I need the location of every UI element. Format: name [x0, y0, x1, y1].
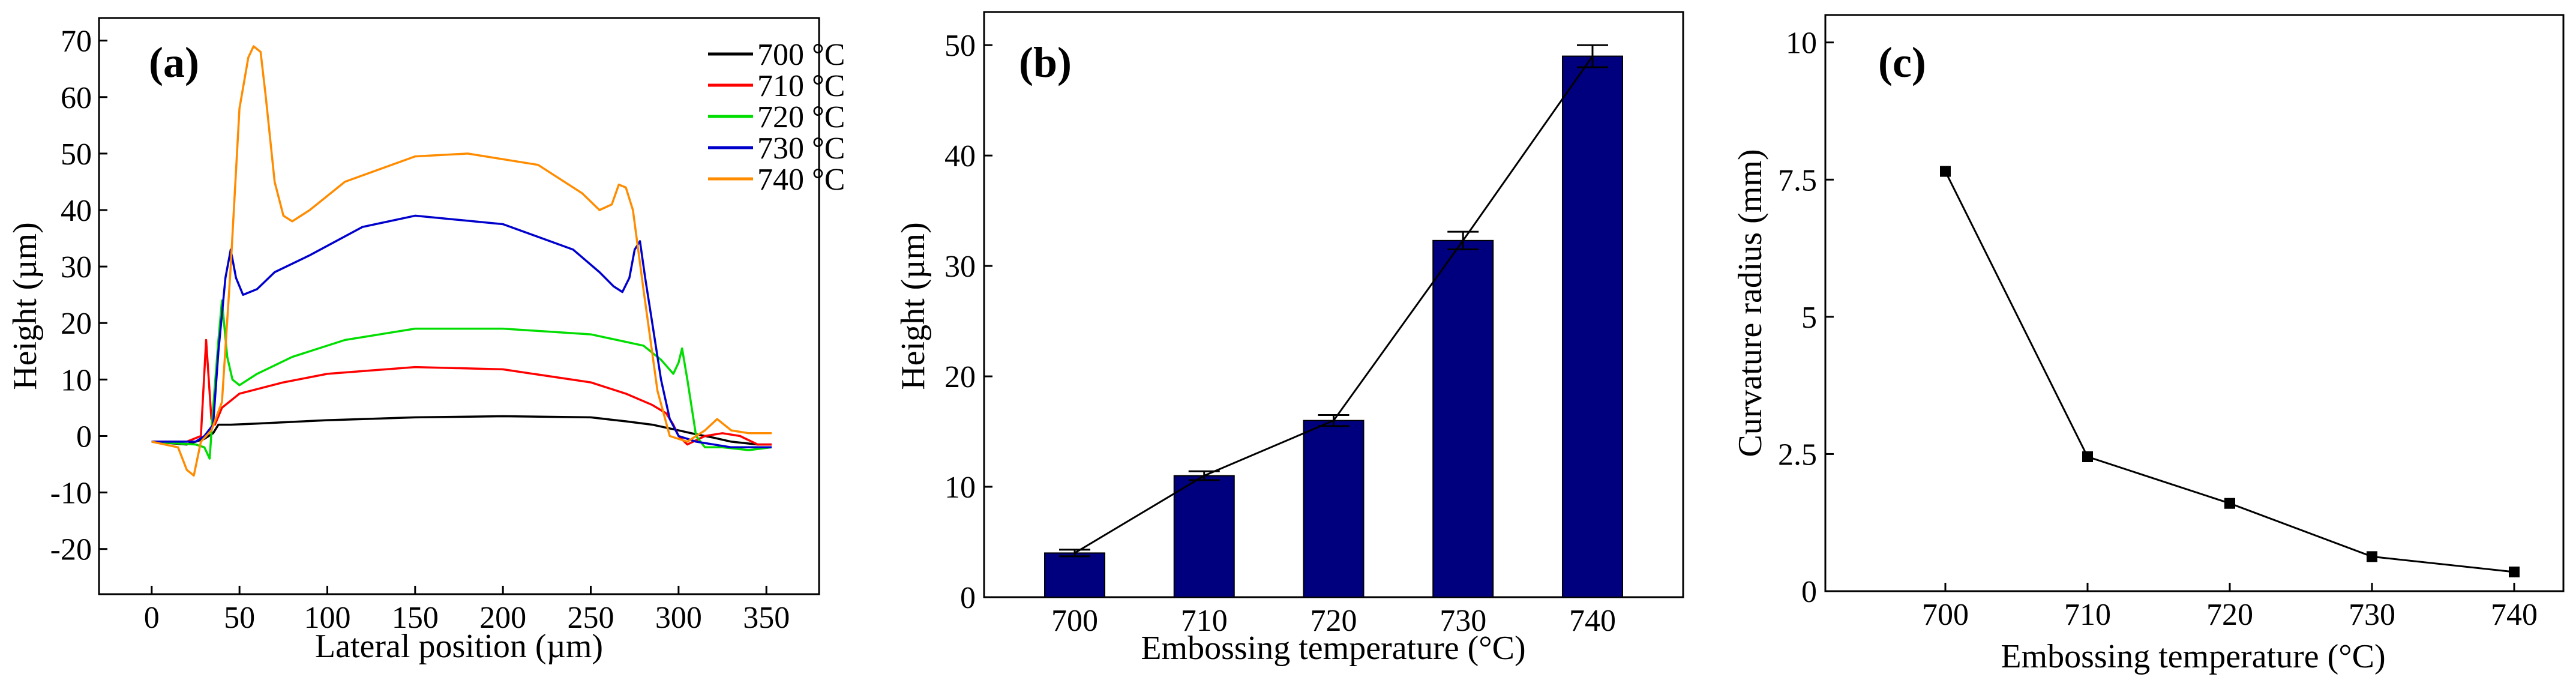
y-tick-label: 50	[61, 137, 92, 172]
data-marker-740	[2509, 567, 2520, 577]
legend-label: 740 °C	[757, 163, 845, 197]
series-line-740-c	[151, 45, 772, 477]
series-line-730-c	[151, 214, 772, 449]
data-line	[1944, 170, 2515, 573]
panel-c-x-axis-label: Embossing temperature (°C)	[2001, 638, 2385, 675]
x-tick-label: 200	[479, 601, 526, 635]
x-tick-label: 250	[568, 601, 614, 635]
y-tick-label: 0	[76, 420, 92, 454]
x-tick-label: 740	[2491, 598, 2538, 632]
panel-c-curvature-radius: (c) 0 2.5 5 7.5 10 700 710 720 730 740 Embossing…	[1732, 14, 2565, 675]
panel-a-x-axis-label: Lateral position (µm)	[315, 628, 603, 665]
y-tick-label: 10	[944, 471, 976, 505]
y-tick-label: 40	[944, 139, 976, 173]
x-tick-label: 150	[392, 601, 439, 635]
x-tick-label: 730	[2349, 598, 2395, 632]
legend-label: 710 °C	[757, 69, 845, 103]
y-tick-label: -20	[50, 533, 92, 567]
y-tick-label: 30	[944, 250, 976, 284]
panel-b-y-axis-label: Height (µm)	[895, 222, 932, 390]
legend-label: 720 °C	[757, 100, 845, 134]
x-tick-label: 720	[1311, 604, 1357, 638]
x-tick-label: 300	[655, 601, 702, 635]
series-line-700-c	[151, 415, 772, 446]
error-bar-730	[1447, 230, 1479, 251]
panel-b-error-bars	[1059, 44, 1608, 558]
error-bar-710	[1188, 470, 1220, 481]
panel-a-frame	[98, 17, 820, 595]
panel-a-series-lines	[151, 45, 772, 477]
y-tick-label: 0	[1801, 575, 1817, 609]
panel-c-data-line	[1944, 170, 2515, 573]
panel-b-x-ticks: 700 710 720 730 740	[1051, 589, 1616, 638]
y-tick-label: 60	[61, 81, 92, 115]
panel-c-x-ticks: 700 710 720 730 740	[1922, 583, 2538, 632]
data-marker-730	[2367, 551, 2377, 562]
panel-b-bars	[1044, 55, 1623, 598]
panel-c-y-ticks: 0 2.5 5 7.5 10	[1778, 26, 1834, 609]
bar-730	[1432, 239, 1494, 598]
y-tick-label: -10	[50, 477, 92, 511]
data-marker-700	[1940, 166, 1951, 177]
series-line-710-c	[151, 338, 772, 446]
panel-c-y-axis-label: Curvature radius (mm)	[1732, 149, 1769, 457]
data-marker-720	[2224, 498, 2235, 509]
bar-710	[1173, 475, 1235, 598]
x-tick-label: 710	[2064, 598, 2111, 632]
y-tick-label: 0	[960, 581, 976, 615]
panel-a-label: (a)	[149, 38, 199, 86]
error-bar-720	[1318, 414, 1350, 427]
x-tick-label: 730	[1440, 604, 1486, 638]
panel-b-height-bars: (b) 0 10 20 30 40 50 700 710 720 730 740 Embossin…	[895, 11, 1684, 667]
panel-a-y-ticks: -20 -10 0 10 20 30 40 50 60 70	[50, 25, 107, 567]
error-bar-740	[1576, 44, 1608, 68]
y-tick-label: 40	[61, 194, 92, 228]
x-tick-label: 720	[2206, 598, 2253, 632]
y-tick-label: 20	[61, 307, 92, 341]
panel-b-label: (b)	[1019, 38, 1072, 86]
y-tick-label: 50	[944, 29, 976, 63]
x-tick-label: 710	[1181, 604, 1228, 638]
error-bar-700	[1059, 549, 1091, 558]
bar-720	[1303, 420, 1365, 598]
x-tick-label: 740	[1569, 604, 1616, 638]
bar-740	[1561, 55, 1623, 598]
panel-a-height-profiles: (a) 0 50 100 150 200 250 300 350 -20 -10 0 10 20 30 4…	[7, 17, 845, 665]
x-tick-label: 100	[304, 601, 350, 635]
legend-label: 700 °C	[757, 38, 845, 72]
y-tick-label: 10	[61, 363, 92, 397]
y-tick-label: 70	[61, 25, 92, 59]
panel-c-markers	[1940, 166, 2520, 577]
data-marker-710	[2082, 451, 2093, 462]
y-tick-label: 30	[61, 250, 92, 284]
panel-a-y-axis-label: Height (µm)	[7, 222, 44, 390]
series-line-720-c	[151, 299, 772, 460]
panel-b-x-axis-label: Embossing temperature (°C)	[1141, 630, 1525, 667]
y-tick-label: 5	[1801, 301, 1817, 335]
x-tick-label: 700	[1922, 598, 1969, 632]
legend-label: 730 °C	[757, 131, 845, 166]
x-tick-label: 350	[743, 601, 790, 635]
y-tick-label: 7.5	[1778, 163, 1817, 197]
x-tick-label: 50	[224, 601, 255, 635]
panel-c-frame	[1824, 14, 2565, 592]
y-tick-label: 2.5	[1778, 438, 1817, 472]
panel-a-x-ticks: 0 50 100 150 200 250 300 350	[144, 586, 790, 635]
y-tick-label: 10	[1786, 26, 1817, 61]
panel-b-y-ticks: 0 10 20 30 40 50	[944, 29, 992, 615]
y-tick-label: 20	[944, 360, 976, 394]
panel-c-label: (c)	[1878, 38, 1926, 86]
bar-700	[1044, 552, 1106, 598]
x-tick-label: 700	[1051, 604, 1098, 638]
x-tick-label: 0	[144, 601, 160, 635]
